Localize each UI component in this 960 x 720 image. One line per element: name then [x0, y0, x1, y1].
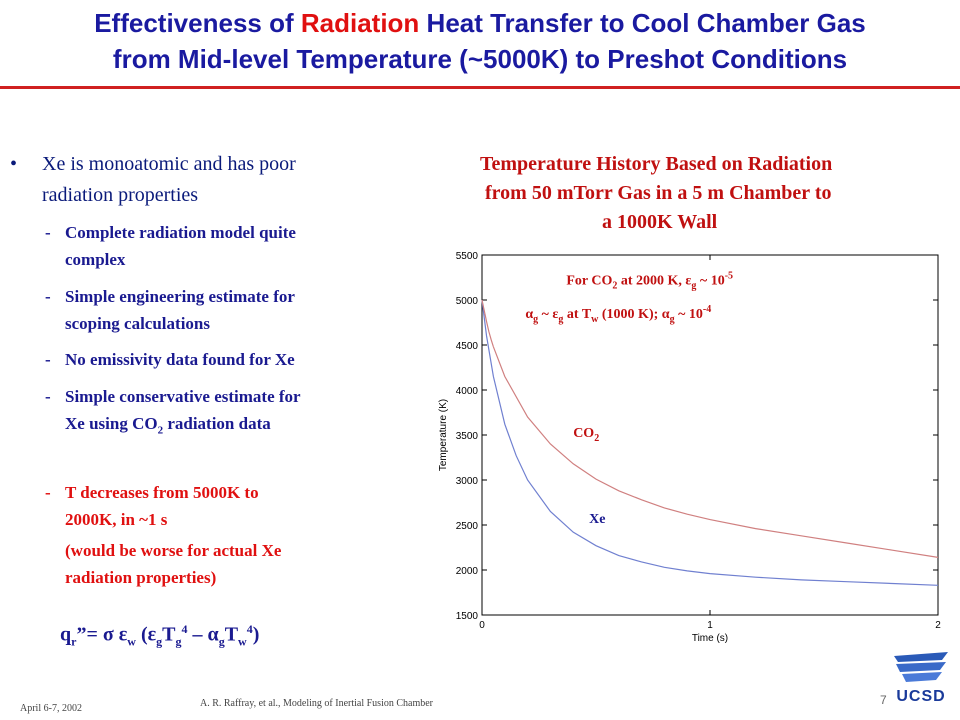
y-tick-label: 4000 [456, 386, 479, 397]
radiation-formula: qr”= σ εw (εgTg4 – αgTw4) [60, 622, 260, 649]
ucsd-logo: UCSD [888, 650, 954, 710]
plot-area [481, 254, 939, 616]
y-axis-label: Temperature (K) [438, 399, 449, 471]
title-highlight: Radiation [300, 8, 420, 38]
series-label-xe: Xe [589, 512, 605, 527]
annotation-line2: αg ~ εg at Tw (1000 K); αg ~ 10-4 [525, 304, 711, 325]
title-band: Effectiveness of Radiation Heat Transfer… [0, 0, 960, 84]
y-tick-label: 5500 [456, 251, 479, 262]
y-tick-label: 3000 [456, 476, 479, 487]
x-axis-label: Time (s) [692, 633, 728, 644]
y-tick-label: 4500 [456, 341, 479, 352]
chart-title-line3: a 1000K Wall [602, 211, 718, 233]
page-title-line1: Effectiveness of Radiation Heat Transfer… [0, 8, 960, 39]
title-divider [0, 86, 960, 89]
y-tick-label: 5000 [456, 296, 479, 307]
logo-text: UCSD [896, 688, 946, 705]
x-tick-label: 2 [935, 620, 941, 631]
title-text-end: Heat Transfer to Cool Chamber Gas [419, 8, 866, 38]
x-tick-label: 0 [479, 620, 485, 631]
series-line-xe [481, 299, 939, 586]
y-tick-label: 2500 [456, 521, 479, 532]
series-line-segment-2 [481, 299, 494, 347]
page-title-line2: from Mid-level Temperature (~5000K) to P… [112, 44, 848, 74]
y-tick-label: 2000 [456, 566, 479, 577]
annotation-line1: For CO2 at 2000 K, εg ~ 10-5 [566, 271, 733, 292]
title-text: Effectiveness of [94, 8, 301, 38]
y-tick-label: 1500 [456, 611, 479, 622]
series-label-co2: CO2 [573, 426, 599, 444]
chart-title-line2: from 50 mTorr Gas in a 5 m Chamber to [485, 182, 832, 204]
series-line-co2 [492, 346, 939, 558]
footer-author: A. R. Raffray, et al., Modeling of Inert… [200, 698, 434, 709]
page-number: 7 [880, 693, 887, 707]
chart-title-line1: Temperature History Based on Radiation [480, 153, 833, 175]
x-tick-label: 1 [707, 620, 713, 631]
temperature-chart: 1500 2000 2500 3000 3500 4000 4500 5000 5500 0 1 2 T… [438, 251, 941, 644]
bullet-line2: radiation properties [42, 184, 199, 206]
footer-date: April 6-7, 2002 [20, 703, 82, 714]
ucsd-wave-icon [894, 652, 948, 682]
bullet-line1: Xe is monoatomic and has poor [42, 153, 296, 175]
bullet-icon: • [10, 153, 18, 175]
y-tick-label: 3500 [456, 431, 479, 442]
